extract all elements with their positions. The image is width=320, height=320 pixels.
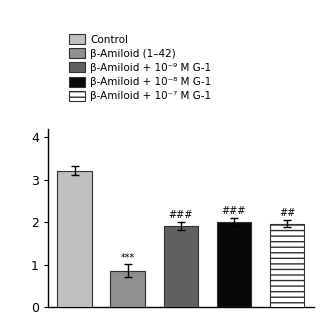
Bar xyxy=(164,226,198,307)
Bar xyxy=(57,171,92,307)
Text: ###: ### xyxy=(222,206,246,216)
Legend: Control, β-Amiloid (1–42), β-Amiloid + 10⁻⁹ M G-1, β-Amiloid + 10⁻⁸ M G-1, β-Ami: Control, β-Amiloid (1–42), β-Amiloid + 1… xyxy=(67,32,214,103)
Bar xyxy=(217,222,251,307)
Bar xyxy=(110,271,145,307)
Text: ##: ## xyxy=(279,208,295,218)
Text: ***: *** xyxy=(121,253,135,263)
Bar xyxy=(270,224,304,307)
Text: ###: ### xyxy=(169,210,193,220)
